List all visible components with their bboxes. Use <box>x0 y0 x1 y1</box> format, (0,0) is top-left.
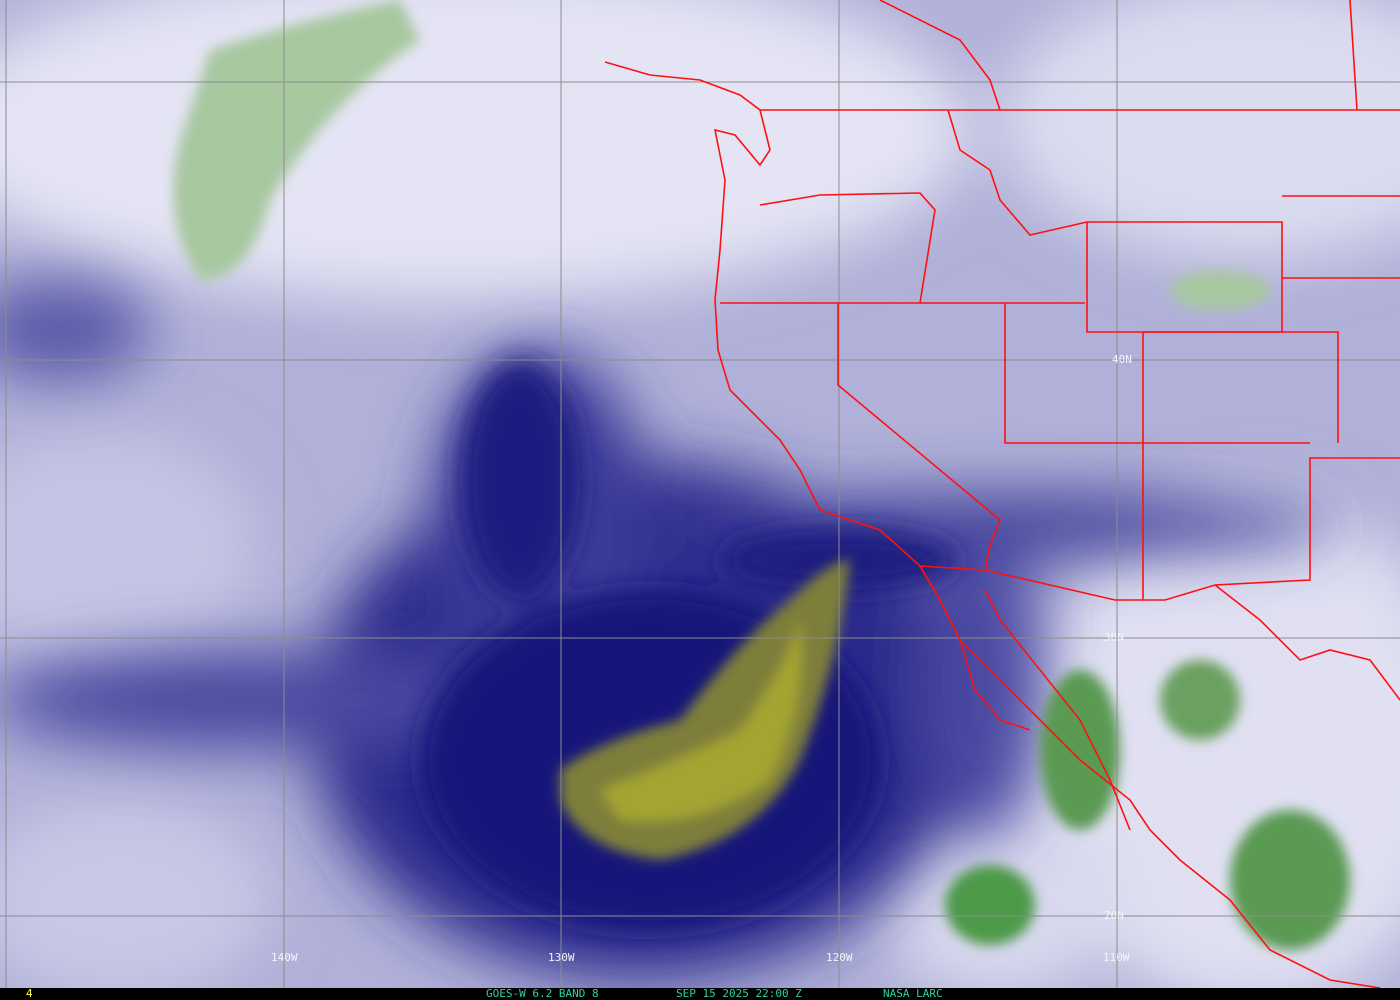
lat-label-20n: 20N <box>1104 909 1124 922</box>
lon-label-130w: 130W <box>548 951 575 964</box>
coastline-and-borders <box>604 0 1400 988</box>
lon-label-120w: 120W <box>826 951 853 964</box>
frame-number: 4 <box>26 987 33 1000</box>
image-source: NASA LARC <box>883 987 943 1000</box>
very-dry-yellow-region <box>560 560 850 860</box>
satellite-band: GOES-W 6.2 BAND 8 <box>486 987 599 1000</box>
image-datetime: SEP 15 2025 22:00 Z <box>676 987 802 1000</box>
lat-label-40n: 40N <box>1112 353 1132 366</box>
cold-cloud-regions <box>173 0 1350 950</box>
footer-bar: 4 GOES-W 6.2 BAND 8 SEP 15 2025 22:00 Z … <box>0 988 1400 1000</box>
lat-label-30n: 30N <box>1104 631 1124 644</box>
lon-label-110w: 110W <box>1103 951 1130 964</box>
lon-label-140w: 140W <box>271 951 298 964</box>
